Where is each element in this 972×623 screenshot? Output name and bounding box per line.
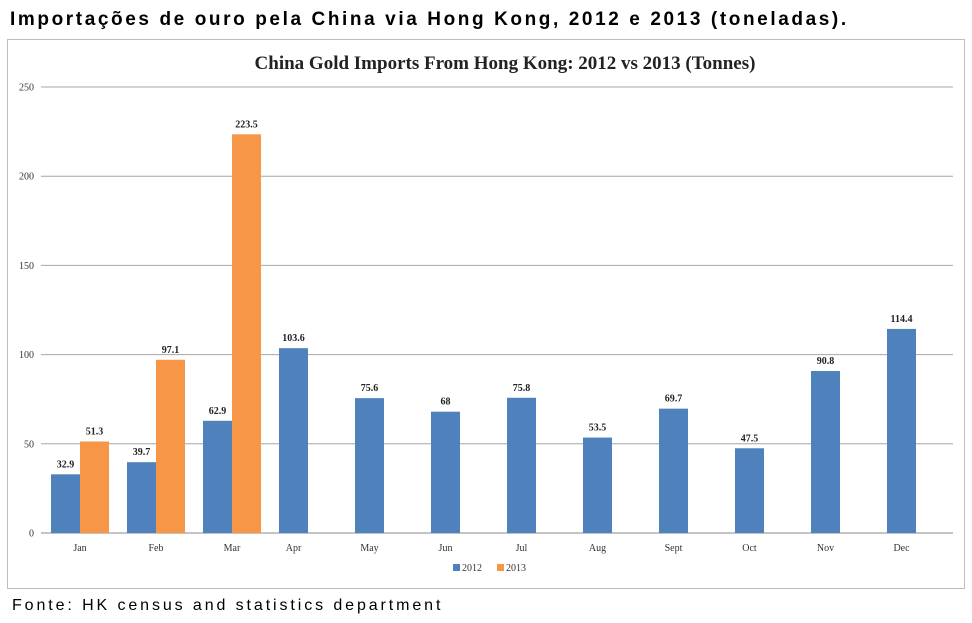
- bar-2012-may: [355, 398, 384, 533]
- data-label: 62.9: [209, 406, 227, 417]
- data-label: 103.6: [282, 333, 305, 344]
- y-tick-label: 100: [19, 350, 34, 361]
- bar-2012-sept: [659, 408, 688, 533]
- x-tick-label: Oct: [742, 543, 757, 554]
- data-label: 68: [441, 397, 451, 408]
- legend-label: 2013: [506, 563, 526, 574]
- y-tick-label: 150: [19, 261, 34, 272]
- y-tick-label: 50: [24, 439, 34, 450]
- bar-2012-jun: [431, 411, 460, 533]
- x-tick-label: Jan: [73, 543, 86, 554]
- data-label: 114.4: [891, 314, 913, 325]
- bar-chart: China Gold Imports From Hong Kong: 2012 …: [19, 53, 953, 574]
- data-label: 75.8: [513, 383, 531, 394]
- x-tick-label: Apr: [286, 543, 302, 554]
- y-tick-label: 0: [29, 529, 34, 540]
- page-title: Importações de ouro pela China via Hong …: [10, 9, 849, 30]
- x-tick-label: Feb: [149, 543, 164, 554]
- x-tick-label: Jul: [516, 543, 528, 554]
- bar-2012-jan: [51, 474, 80, 533]
- bar-2012-jul: [507, 397, 536, 533]
- bar-2013-jan: [80, 441, 109, 533]
- bar-2013-feb: [156, 359, 185, 533]
- x-tick-label: Mar: [224, 543, 241, 554]
- x-tick-label: Nov: [817, 543, 834, 554]
- y-tick-label: 200: [19, 172, 34, 183]
- bar-2012-oct: [735, 448, 764, 533]
- bar-2012-mar: [203, 420, 232, 533]
- data-label: 39.7: [133, 447, 151, 458]
- data-label: 90.8: [817, 356, 835, 367]
- bar-2012-apr: [279, 348, 308, 533]
- chart-title: China Gold Imports From Hong Kong: 2012 …: [255, 53, 756, 74]
- x-tick-label: Dec: [893, 543, 910, 554]
- bar-2012-aug: [583, 437, 612, 533]
- x-tick-label: Jun: [439, 543, 453, 554]
- legend-swatch-2013: [497, 564, 504, 571]
- bar-2013-mar: [232, 134, 261, 533]
- y-tick-label: 250: [19, 83, 34, 94]
- data-label: 47.5: [741, 433, 759, 444]
- data-label: 32.9: [57, 459, 75, 470]
- bar-2012-nov: [811, 371, 840, 533]
- data-label: 53.5: [589, 423, 607, 434]
- data-label: 223.5: [235, 119, 258, 130]
- bar-2012-dec: [887, 328, 916, 533]
- data-label: 97.1: [162, 345, 180, 356]
- data-label: 75.6: [361, 383, 379, 394]
- x-tick-label: Aug: [589, 543, 606, 554]
- data-label: 69.7: [665, 394, 683, 405]
- legend-label: 2012: [462, 563, 482, 574]
- x-tick-label: May: [360, 543, 378, 554]
- data-label: 51.3: [86, 426, 104, 437]
- bar-2012-feb: [127, 462, 156, 533]
- source-note: Fonte: HK census and statistics departme…: [12, 597, 444, 614]
- x-tick-label: Sept: [665, 543, 683, 554]
- chart-frame: China Gold Imports From Hong Kong: 2012 …: [7, 39, 965, 589]
- legend-swatch-2012: [453, 564, 460, 571]
